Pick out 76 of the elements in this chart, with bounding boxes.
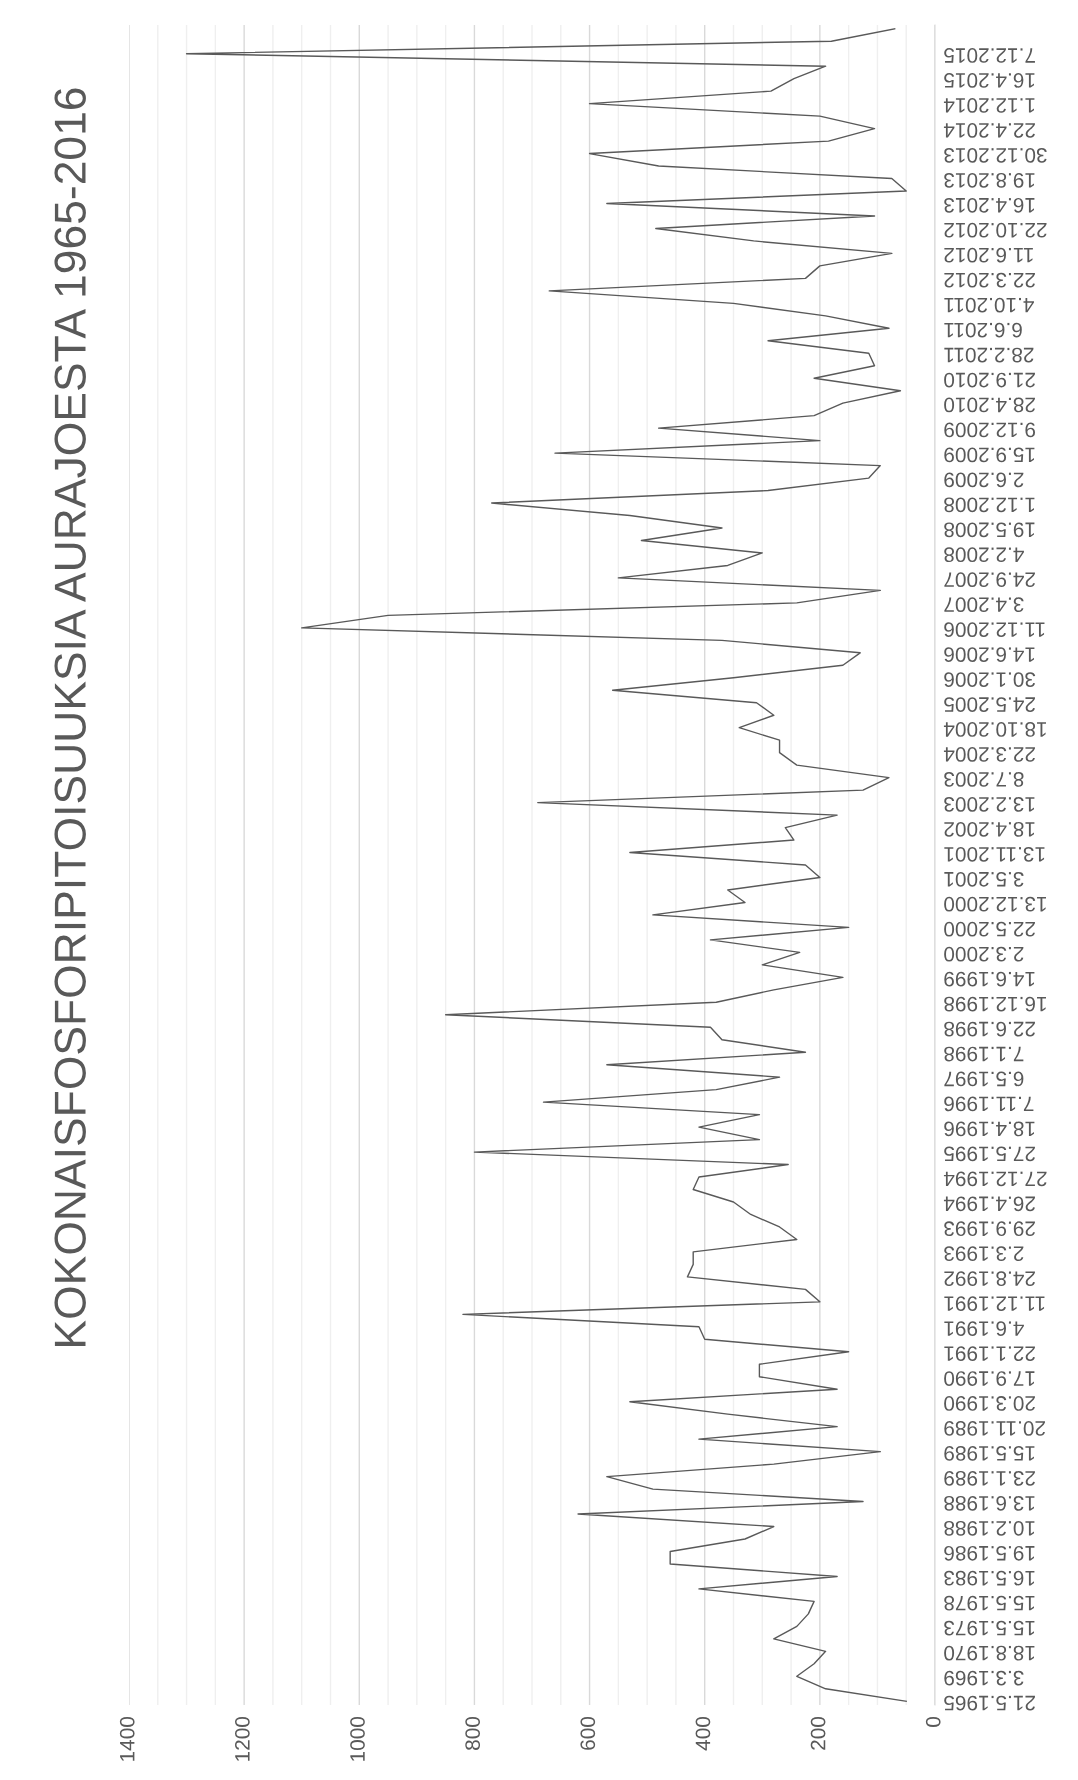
x-tick-label: 1400 — [119, 1716, 135, 1761]
y-tick-label: 4.2.2008 — [944, 547, 1024, 563]
y-tick-label: 22.1.1991 — [944, 1346, 1035, 1361]
y-tick-label: 30.12.2013 — [944, 147, 1047, 163]
y-tick-label: 11.12.2006 — [944, 622, 1045, 638]
y-tick-label: 15.9.2009 — [944, 447, 1035, 463]
y-tick-label: 2.3.2000 — [944, 946, 1024, 962]
y-tick-label: 16.12.1998 — [944, 996, 1046, 1012]
y-tick-label: 20.3.1990 — [944, 1396, 1035, 1411]
y-tick-label: 22.3.2004 — [943, 747, 1035, 762]
y-tick-label: 16.4.2013 — [944, 197, 1035, 213]
y-tick-label: 26.4.1994 — [943, 1196, 1035, 1212]
y-tick-label: 13.12.2000 — [944, 896, 1046, 912]
y-tick-label: 20.11.1989 — [944, 1421, 1046, 1436]
y-tick-label: 8.7.2003 — [944, 772, 1024, 787]
y-tick-label: 11.12.1991 — [944, 1296, 1045, 1312]
y-tick-label: 22.4.2014 — [943, 123, 1035, 138]
y-tick-label: 18.8.1970 — [944, 1645, 1035, 1661]
y-tick-label: 2.6.2009 — [944, 472, 1024, 488]
y-tick-label: 7.11.1996 — [944, 1096, 1034, 1112]
y-tick-label: 15.5.1978 — [944, 1595, 1035, 1611]
y-tick-label: 1.12.2008 — [944, 497, 1035, 513]
x-tick-label: 600 — [580, 1716, 596, 1750]
x-tick-label: 1000 — [350, 1716, 365, 1761]
y-tick-label: 29.9.1993 — [944, 1221, 1035, 1237]
y-tick-label: 13.6.1988 — [944, 1495, 1035, 1511]
x-tick-label: 0 — [925, 1716, 941, 1727]
y-tick-label: 27.5.1995 — [944, 1146, 1035, 1162]
y-tick-label: 28.2.2011 — [944, 347, 1034, 363]
y-tick-label: 3.5.2001 — [944, 871, 1024, 887]
y-tick-label: 21.9.2010 — [944, 372, 1035, 388]
y-tick-label: 13.2.2003 — [944, 797, 1035, 812]
y-tick-label: 17.9.1990 — [944, 1371, 1035, 1386]
y-tick-label: 22.3.2012 — [944, 272, 1035, 288]
y-tick-label: 18.10.2004 — [943, 722, 1046, 737]
y-tick-label: 15.5.1973 — [944, 1620, 1035, 1636]
y-tick-label: 14.6.1999 — [944, 971, 1035, 987]
y-tick-label: 3.4.2007 — [944, 597, 1024, 613]
y-tick-label: 13.11.2001 — [944, 846, 1045, 862]
y-tick-label: 30.1.2006 — [944, 672, 1036, 687]
text: KOKONAISFOSFORIPITOISUUKSIA AURAJOESTA 1965-2016 — [54, 88, 86, 1346]
y-tick-label: 3.3.1969 — [944, 1670, 1024, 1686]
y-tick-label: 16.4.2015 — [944, 73, 1035, 88]
y-tick-label: 19.5.1986 — [944, 1545, 1035, 1561]
y-tick-label: 24.9.2007 — [944, 572, 1035, 588]
y-tick-label: 19.5.2008 — [944, 522, 1035, 538]
y-tick-label: 10.2.1988 — [944, 1520, 1035, 1536]
y-tick-label: 6.5.1997 — [944, 1071, 1024, 1087]
y-tick-label: 22.10.2012 — [944, 222, 1047, 238]
y-tick-label: 18.4.2002 — [944, 821, 1035, 837]
y-tick-label: 22.6.1998 — [944, 1021, 1035, 1037]
y-tick-label: 18.4.1996 — [944, 1121, 1035, 1137]
y-tick-label: 2.3.1993 — [944, 1246, 1024, 1262]
y-tick-label: 4.10.2011 — [944, 297, 1034, 313]
y-tick-label: 23.1.1989 — [944, 1471, 1035, 1486]
x-tick-label: 1200 — [234, 1716, 250, 1761]
y-tick-label: 1.12.2014 — [943, 98, 1035, 113]
y-tick-label: 11.6.2012 — [944, 247, 1033, 263]
y-tick-label: 4.6.1991 — [944, 1321, 1024, 1336]
y-tick-label: 7.12.2015 — [944, 48, 1035, 63]
y-tick-label: 28.4.2010 — [944, 397, 1035, 413]
x-tick-label: 400 — [695, 1716, 711, 1751]
y-tick-label: 19.8.2013 — [944, 172, 1035, 188]
y-tick-label: 15.5.1989 — [944, 1446, 1035, 1461]
y-tick-label: 7.1.1998 — [944, 1046, 1024, 1062]
y-tick-label: 22.5.2000 — [944, 921, 1035, 937]
y-tick-label: 16.5.1983 — [944, 1570, 1035, 1586]
y-tick-label: 27.12.1994 — [943, 1171, 1047, 1187]
x-tick-label: 200 — [810, 1716, 826, 1750]
x-tick-label: 800 — [465, 1716, 481, 1750]
y-tick-label: 24.8.1992 — [944, 1271, 1035, 1287]
y-tick-label: 14.6.2006 — [944, 647, 1035, 662]
y-tick-label: 24.5.2005 — [944, 697, 1035, 712]
y-tick-label: 9.12.2009 — [944, 422, 1036, 438]
y-tick-label: 6.6.2011 — [944, 322, 1022, 338]
y-tick-label: 21.5.1965 — [944, 1695, 1035, 1711]
